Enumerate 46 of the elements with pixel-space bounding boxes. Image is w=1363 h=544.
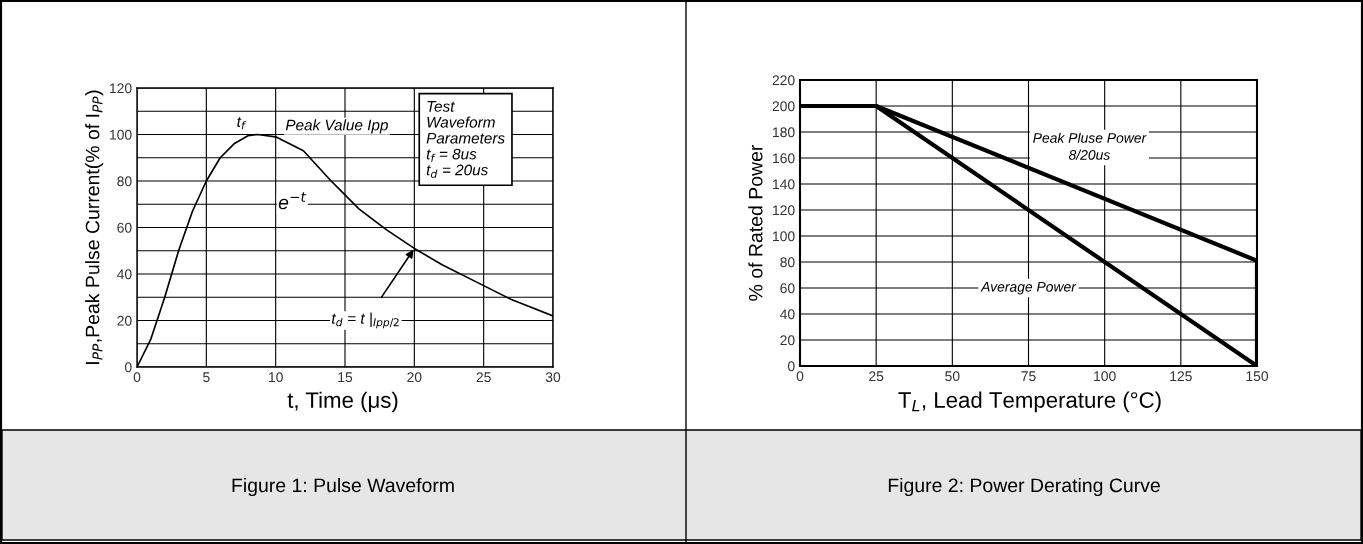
y-tick-label: 60 [117, 222, 132, 233]
y-tick-label: 120 [110, 83, 132, 94]
x-tick-label: 100 [1094, 371, 1116, 382]
x-tick-label: 10 [269, 372, 283, 383]
x-tick-label: 25 [476, 372, 491, 383]
y-tick-label: 140 [773, 179, 795, 190]
y-tick-label: 60 [780, 283, 795, 294]
text: Figure 1: Pulse Waveform [232, 477, 454, 497]
y-tick-label: 0 [787, 361, 795, 372]
x-tick-label: 20 [407, 372, 422, 383]
x-tick-label: 50 [945, 371, 960, 382]
y-tick-label: 220 [772, 75, 795, 86]
y-tick-label: 180 [773, 127, 795, 138]
y-tick-label: 20 [780, 335, 795, 346]
text: Figure 2: Power Derating Curve [888, 477, 1160, 497]
annotation: e$^{−t}$ [278, 192, 307, 210]
y-axis-title: % of Rated Power [748, 144, 763, 301]
x-tick-label: 150 [1246, 371, 1269, 382]
y-tick-label: 0 [124, 362, 132, 373]
y-tick-label: 40 [117, 269, 132, 280]
y-tick-label: 40 [780, 309, 795, 320]
y-axis-title: I$_{PP}$,Peak Pulse Current(% of I$_{PP}$) [85, 90, 104, 364]
x-tick-label: 25 [869, 371, 884, 382]
text: Average Power [980, 282, 1077, 295]
y-tick-label: 120 [773, 205, 795, 216]
x-axis-title: T$_{L}$, Lead Temperature (°C) [898, 391, 1161, 413]
annotation: Peak Value Ipp [285, 119, 388, 134]
text: Test Waveform Parameters t$_{f}$ = 8us t$_{d}$ = 20us [426, 101, 505, 178]
annotation: t$_{f}$ [237, 116, 247, 130]
x-tick-label: 75 [1021, 371, 1036, 382]
y-tick-label: 20 [117, 315, 132, 326]
y-tick-label: 100 [110, 129, 132, 140]
y-tick-label: 80 [117, 176, 132, 187]
x-tick-label: 30 [545, 372, 561, 383]
y-tick-label: 160 [773, 153, 795, 164]
x-tick-label: 15 [338, 372, 353, 383]
x-axis-title: t, Time (μs) [287, 391, 398, 413]
series-label: Peak Pluse Power 8/20us [1033, 132, 1147, 160]
x-tick-label: 0 [796, 371, 804, 382]
x-tick-label: 5 [203, 372, 210, 383]
y-tick-label: 80 [780, 257, 795, 268]
annotation: t$_{d}$ = t |$_{Ipp/2}$ [332, 312, 399, 329]
x-tick-label: 0 [133, 372, 141, 383]
x-tick-label: 125 [1170, 371, 1192, 382]
y-tick-label: 200 [772, 101, 795, 112]
y-tick-label: 100 [773, 231, 795, 242]
